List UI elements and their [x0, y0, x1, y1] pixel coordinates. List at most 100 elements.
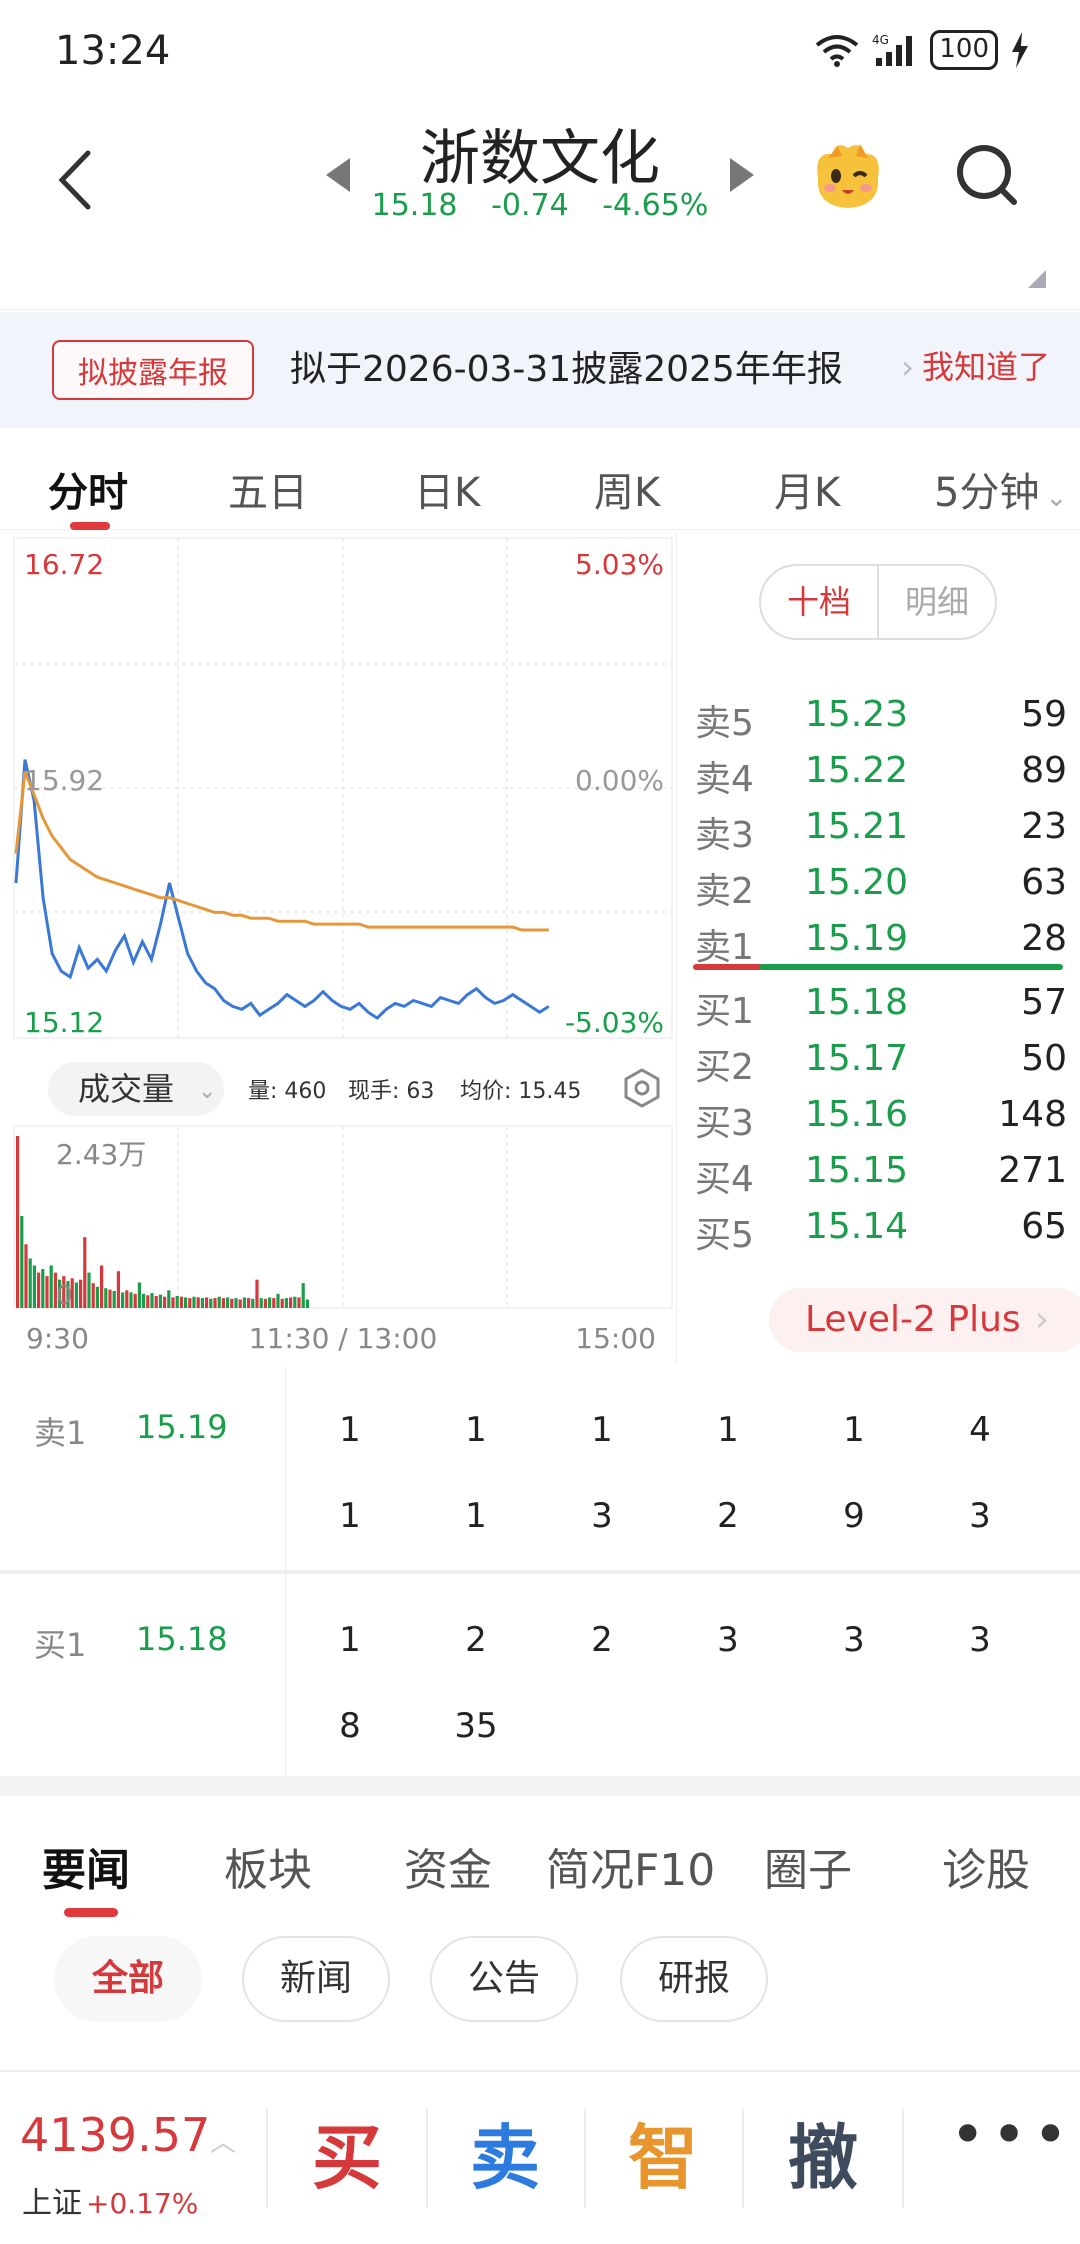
- bid-price: 15.17: [805, 1038, 909, 1079]
- notice-dismiss-button[interactable]: › 我知道了: [901, 342, 1050, 388]
- intraday-chart[interactable]: 16.72 5.03% 15.92 0.00% 15.12 -5.03% 成交量…: [0, 532, 676, 1364]
- pct-zero-label: 0.00%: [575, 764, 664, 797]
- queue-order-size: 1: [717, 1410, 739, 1450]
- volume-bar: [184, 1297, 188, 1308]
- vol-max-label: 2.43万: [56, 1138, 146, 1171]
- volume-bar: [280, 1298, 284, 1308]
- volume-bar: [163, 1296, 167, 1308]
- level2-plus-button[interactable]: Level-2 Plus ›: [769, 1288, 1080, 1352]
- pct-low-label: -5.03%: [565, 1006, 664, 1039]
- bid-price: 15.14: [805, 1206, 909, 1247]
- volume-bar: [95, 1286, 99, 1308]
- tab-headlines[interactable]: 要闻: [42, 1845, 130, 1896]
- volume-bar: [58, 1279, 62, 1308]
- volume-bar: [66, 1281, 70, 1308]
- volume-bar: [238, 1299, 242, 1308]
- stock-price: 15.18: [371, 188, 458, 223]
- bid-row-1: 买1 15.18 57: [695, 974, 1067, 1032]
- toggle-ten-levels[interactable]: 十档: [786, 583, 851, 621]
- tab-community[interactable]: 圈子: [764, 1845, 852, 1896]
- price-line: [14, 759, 550, 1021]
- tab-intraday[interactable]: 分时: [48, 470, 128, 516]
- chevron-down-icon: ⌄: [1045, 483, 1068, 513]
- tab-monthly-k[interactable]: 月K: [774, 470, 841, 516]
- volume-bar: [41, 1269, 45, 1308]
- volume-bar: [301, 1283, 305, 1308]
- chevron-right-icon: ›: [1034, 1299, 1050, 1340]
- chip-research[interactable]: 研报: [620, 1936, 768, 2022]
- queue-order-size: 35: [454, 1706, 498, 1746]
- section-gap: [0, 1776, 1080, 1796]
- volume-selector[interactable]: [48, 1062, 224, 1116]
- cancel-order-button[interactable]: 撤: [788, 2117, 858, 2199]
- mascot-icon[interactable]: [808, 138, 888, 214]
- ask-label: 卖2: [695, 871, 754, 912]
- volume-bar: [53, 1272, 57, 1308]
- ask-volume: 89: [1021, 750, 1067, 791]
- tab-weekly-k[interactable]: 周K: [594, 470, 661, 516]
- volume-bar: [188, 1298, 192, 1308]
- volume-bar: [121, 1292, 125, 1308]
- chart-period-tabs: 分时 五日 日K 周K 月K 5分钟 ⌄: [0, 430, 1080, 530]
- chip-news[interactable]: 新闻: [242, 1936, 390, 2022]
- volume-value: 量: 460: [248, 1079, 326, 1104]
- ask-price: 15.20: [805, 862, 909, 903]
- next-stock-arrow-icon[interactable]: [730, 158, 754, 192]
- more-icon[interactable]: •••: [950, 2100, 1075, 2170]
- toggle-details[interactable]: 明细: [877, 566, 995, 638]
- chip-announcements[interactable]: 公告: [430, 1936, 578, 2022]
- bid-price: 15.16: [805, 1094, 909, 1135]
- volume-bar: [158, 1294, 162, 1308]
- chip-all[interactable]: 全部: [54, 1936, 202, 2022]
- settings-hexagon-icon[interactable]: [624, 1068, 660, 1108]
- volume-bar: [146, 1295, 150, 1308]
- smart-trade-button[interactable]: 智: [628, 2117, 698, 2199]
- bid-row-4: 买4 15.15 271: [695, 1142, 1067, 1200]
- tab-funds[interactable]: 资金: [404, 1845, 492, 1896]
- bid-label: 买5: [695, 1215, 754, 1256]
- volume-bar: [91, 1283, 95, 1308]
- back-arrow-icon[interactable]: [50, 145, 110, 215]
- queue-order-size: 3: [717, 1620, 739, 1660]
- news-filter-chips: 全部 新闻 公告 研报: [0, 1932, 1080, 2032]
- tab-five-day[interactable]: 五日: [228, 470, 308, 516]
- volume-bar: [150, 1293, 154, 1308]
- buy-queue-price: 15.18: [136, 1620, 228, 1658]
- bid-row-3: 买3 15.16 148: [695, 1086, 1067, 1144]
- prev-stock-arrow-icon[interactable]: [326, 158, 350, 192]
- tab-f10[interactable]: 简况F10: [546, 1845, 716, 1896]
- chevron-right-icon: ›: [901, 348, 914, 386]
- volume-bar: [205, 1297, 209, 1308]
- volume-bar: [112, 1291, 116, 1308]
- ask-volume: 28: [1021, 918, 1067, 959]
- volume-bar: [305, 1299, 309, 1308]
- bid-label: 买3: [695, 1103, 754, 1144]
- tab-sector[interactable]: 板块: [224, 1845, 312, 1896]
- bid-volume: 50: [1021, 1038, 1067, 1079]
- queue-order-size: 1: [591, 1410, 613, 1450]
- tab-diagnosis[interactable]: 诊股: [942, 1845, 1030, 1896]
- ask-row-4: 卖4 15.22 89: [695, 742, 1067, 800]
- expand-corner-icon[interactable]: [1028, 270, 1046, 288]
- index-name-label: 上证: [22, 2186, 82, 2221]
- queue-order-size: 3: [843, 1620, 865, 1660]
- ask-row-2: 卖2 15.20 63: [695, 854, 1067, 912]
- ask-label: 卖3: [695, 815, 754, 856]
- bid-row-2: 买2 15.17 50: [695, 1030, 1067, 1088]
- volume-bar: [108, 1289, 112, 1308]
- index-value[interactable]: 4139.57: [20, 2108, 211, 2162]
- chevron-up-icon[interactable]: ︿: [210, 2128, 237, 2158]
- sell-queue-header: 卖1 15.19: [0, 1366, 286, 1570]
- volume-bar: [74, 1282, 78, 1308]
- volume-bar: [234, 1298, 238, 1308]
- ask-volume: 63: [1021, 862, 1067, 903]
- tab-daily-k[interactable]: 日K: [414, 470, 481, 516]
- stock-change-pct: -4.65%: [602, 188, 709, 223]
- index-name: 上证 +0.17%: [22, 2178, 198, 2222]
- buy-button[interactable]: 买: [312, 2117, 382, 2199]
- volume-bar: [129, 1292, 133, 1308]
- search-icon[interactable]: [952, 140, 1022, 210]
- tab-5min[interactable]: 5分钟 ⌄: [934, 460, 1067, 518]
- sell-button[interactable]: 卖: [470, 2117, 540, 2199]
- volume-bar: [297, 1297, 301, 1308]
